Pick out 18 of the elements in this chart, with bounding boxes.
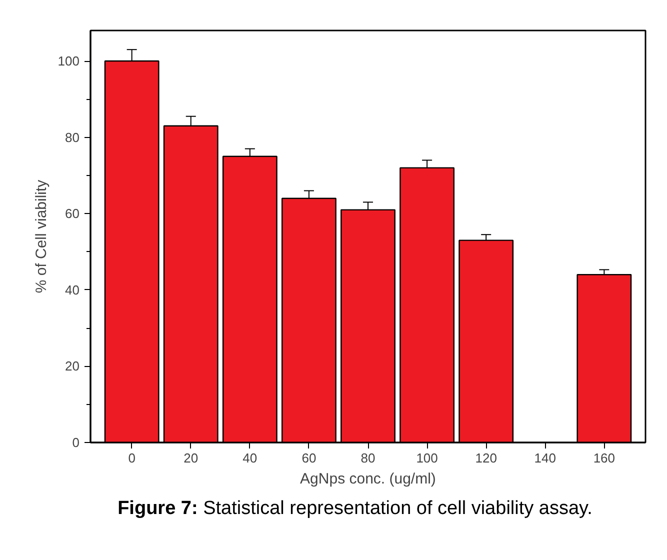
- y-tick-label: 80: [65, 130, 80, 145]
- y-tick-label: 60: [65, 206, 80, 222]
- caption: Figure 7: Statistical representation of cell viability assay.: [118, 497, 592, 521]
- x-tick-label: 140: [534, 450, 556, 466]
- y-axis-title: % of Cell viability: [32, 179, 50, 294]
- x-tick-label: 100: [416, 450, 438, 466]
- y-tick-label: 20: [65, 358, 80, 374]
- x-tick-label: 40: [242, 450, 258, 466]
- y-tick-label: 0: [72, 435, 80, 450]
- y-tick-label: 40: [65, 282, 80, 298]
- x-tick-label: 120: [475, 450, 497, 466]
- x-tick-label: 80: [360, 450, 376, 466]
- x-tick-label: 160: [593, 450, 616, 466]
- x-tick-label: 20: [184, 450, 198, 466]
- x-tick-label: 0: [128, 450, 136, 466]
- x-tick-label: 60: [302, 450, 316, 466]
- y-tick-label: 100: [58, 54, 80, 69]
- x-axis-title: AgNps conc. (ug/ml): [300, 470, 436, 488]
